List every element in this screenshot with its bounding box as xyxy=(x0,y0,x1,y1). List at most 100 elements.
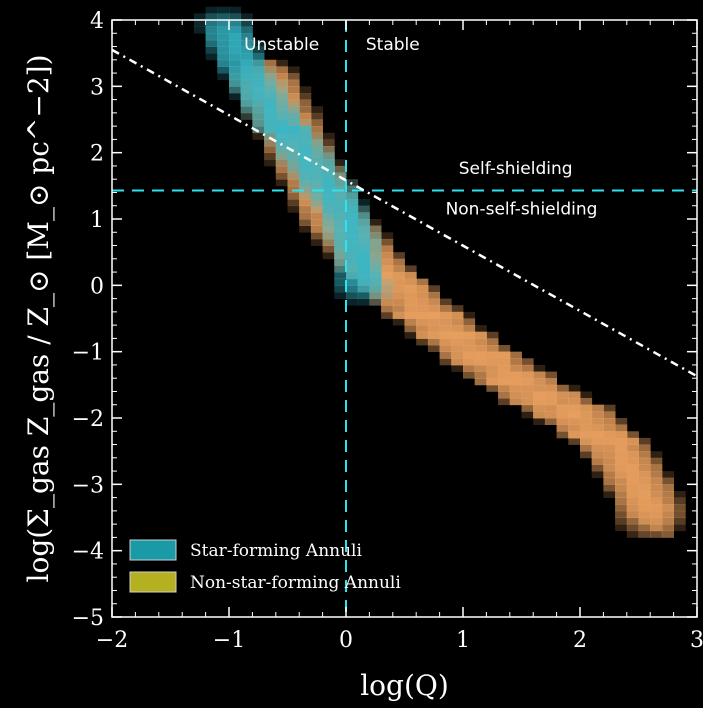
density-cell xyxy=(416,311,429,319)
density-cell xyxy=(626,464,639,472)
density-cell xyxy=(369,298,382,306)
density-cell xyxy=(287,185,300,193)
density-cell xyxy=(346,272,359,280)
density-cell xyxy=(346,185,359,193)
density-cell xyxy=(299,146,312,153)
density-cell xyxy=(615,424,628,432)
density-cell xyxy=(650,524,663,532)
density-cell xyxy=(322,205,335,213)
density-cell xyxy=(357,245,370,253)
density-cell xyxy=(334,165,347,173)
density-cell xyxy=(474,351,487,359)
density-cell xyxy=(603,457,616,465)
density-cell xyxy=(615,437,628,445)
density-cell xyxy=(240,99,253,107)
density-cell xyxy=(229,20,242,27)
density-cell xyxy=(252,99,265,107)
density-cell xyxy=(427,305,440,313)
density-cell xyxy=(299,106,312,114)
density-cell xyxy=(451,331,464,339)
density-cell xyxy=(299,139,312,147)
density-cell xyxy=(580,424,593,432)
density-cell xyxy=(638,464,651,472)
density-cell xyxy=(626,510,639,518)
density-cell xyxy=(439,338,452,346)
density-cell xyxy=(638,437,651,445)
density-cell xyxy=(416,331,429,339)
density-cell xyxy=(299,126,312,134)
density-cell xyxy=(638,524,651,532)
density-cell xyxy=(392,272,405,280)
density-cell xyxy=(264,99,277,107)
density-cell xyxy=(568,398,581,406)
density-cell xyxy=(626,437,639,445)
density-cell xyxy=(451,331,464,339)
density-cell xyxy=(650,471,663,479)
density-cell xyxy=(310,146,323,153)
density-cell xyxy=(381,245,394,253)
density-cell xyxy=(369,258,382,266)
density-cell xyxy=(626,471,639,479)
density-cell xyxy=(217,59,230,67)
density-cell xyxy=(474,331,487,339)
density-cell xyxy=(580,437,593,445)
density-cell xyxy=(275,119,288,127)
density-cell xyxy=(287,146,300,153)
density-cell xyxy=(334,278,347,286)
density-cell xyxy=(287,99,300,107)
density-cell xyxy=(486,351,499,359)
density-cell xyxy=(275,165,288,173)
density-cell xyxy=(533,391,546,399)
density-cell xyxy=(439,318,452,326)
density-cell xyxy=(346,205,359,213)
density-cell xyxy=(334,252,347,260)
density-cell xyxy=(463,325,476,333)
density-cell xyxy=(334,212,347,220)
density-cell xyxy=(673,517,686,525)
density-cell xyxy=(416,278,429,286)
density-cell xyxy=(310,119,323,127)
y-tick-label: 3 xyxy=(90,75,104,100)
density-cell xyxy=(346,199,359,207)
density-cell xyxy=(392,311,405,319)
density-cell xyxy=(299,165,312,173)
density-cell xyxy=(404,285,417,293)
density-cell xyxy=(264,126,277,134)
density-cell xyxy=(334,258,347,266)
density-cell xyxy=(357,232,370,240)
density-cell xyxy=(580,411,593,419)
density-cell xyxy=(346,258,359,266)
density-cell xyxy=(229,79,242,87)
density-cell xyxy=(369,272,382,280)
density-cell xyxy=(392,285,405,293)
density-cell xyxy=(568,424,581,432)
density-cell xyxy=(381,245,394,253)
density-cell xyxy=(346,272,359,280)
density-cell xyxy=(591,437,604,445)
density-cell xyxy=(275,152,288,160)
density-cell xyxy=(310,219,323,226)
density-cell xyxy=(287,119,300,127)
density-cell xyxy=(650,484,663,492)
density-cell xyxy=(661,504,674,512)
density-cell xyxy=(310,199,323,207)
density-cell xyxy=(369,292,382,299)
density-cell xyxy=(638,477,651,485)
density-cell xyxy=(299,172,312,180)
density-cell xyxy=(252,53,265,61)
density-cell xyxy=(638,491,651,498)
density-cell xyxy=(334,285,347,293)
density-cell xyxy=(638,497,651,505)
density-cell xyxy=(322,225,335,233)
density-cell xyxy=(240,106,253,114)
density-cell xyxy=(346,219,359,226)
density-cell xyxy=(299,172,312,180)
density-cell xyxy=(334,245,347,253)
density-cell xyxy=(533,371,546,379)
density-cell xyxy=(299,192,312,200)
density-cell xyxy=(638,471,651,479)
density-cell xyxy=(334,238,347,246)
density-cell xyxy=(346,265,359,273)
density-cell xyxy=(240,53,253,61)
density-cell xyxy=(381,232,394,240)
